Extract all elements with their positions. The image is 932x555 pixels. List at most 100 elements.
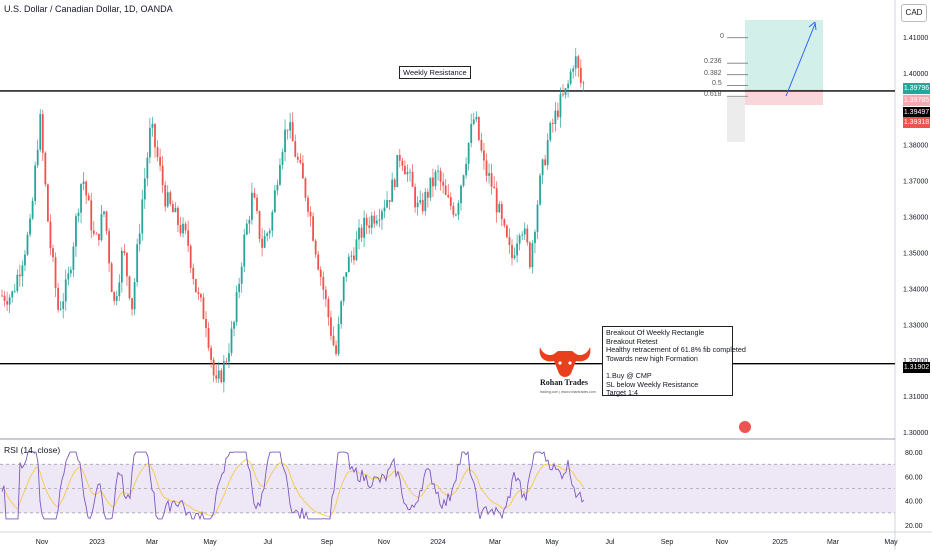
candle-body <box>557 110 559 118</box>
candle-body <box>164 185 167 207</box>
candle-body <box>67 273 70 280</box>
candle-body <box>363 217 365 238</box>
candle-body <box>365 217 368 226</box>
x-tick-label: Mar <box>146 539 159 546</box>
candle-body <box>569 71 572 84</box>
price-tag: 1.39785 <box>903 95 930 106</box>
y-tick-label: 1.37000 <box>903 179 928 186</box>
brand-tagline: trading.com | www.rohantrades.com <box>540 390 596 394</box>
candle-body <box>284 129 286 153</box>
candle-body <box>182 223 184 234</box>
candle-body <box>388 200 391 202</box>
note-line: SL below Weekly Resistance <box>606 379 699 389</box>
candle-body <box>393 179 396 188</box>
candle-body <box>414 186 416 208</box>
y-tick-label: 1.35000 <box>903 250 928 257</box>
candle-body <box>355 239 358 261</box>
candle-body <box>503 219 506 226</box>
x-tick-label: Jul <box>264 539 273 546</box>
candle-body <box>546 140 549 166</box>
price-tag: 1.39318 <box>903 117 930 128</box>
stop-zone <box>745 89 823 105</box>
candle-body <box>409 171 411 173</box>
candle-body <box>103 211 105 215</box>
candle-body <box>534 231 536 244</box>
y-tick-label: 1.31000 <box>903 394 928 401</box>
candle-body <box>171 203 174 213</box>
candle-body <box>57 287 59 310</box>
candle-body <box>273 190 276 213</box>
candle-body <box>105 211 108 232</box>
event-flag-icon <box>739 421 751 433</box>
candle-body <box>470 124 473 143</box>
candle-body <box>447 194 450 198</box>
candle-body <box>495 188 498 213</box>
candle-body <box>136 244 139 283</box>
y-tick-label: 1.36000 <box>903 215 928 222</box>
candle-body <box>375 220 378 224</box>
candle-body <box>238 283 241 293</box>
candle-body <box>296 156 299 160</box>
candle-body <box>143 178 146 200</box>
candle-body <box>80 184 82 213</box>
candle-body <box>82 181 85 185</box>
candle-body <box>518 235 521 244</box>
rsi-label: RSI (14, close) <box>4 445 61 455</box>
y-tick-label: 1.34000 <box>903 286 928 293</box>
candle-body <box>577 56 580 68</box>
x-tick-label: May <box>545 539 559 546</box>
currency-button[interactable]: CAD <box>901 4 927 22</box>
candle-body <box>194 279 197 293</box>
candle-body <box>222 361 225 383</box>
chart-title: U.S. Dollar / Canadian Dollar, 1D, OANDA <box>4 4 173 14</box>
candle-body <box>506 225 508 238</box>
candle-body <box>350 255 353 257</box>
candle-body <box>138 233 141 245</box>
candle-body <box>192 267 195 280</box>
candle-body <box>248 219 251 224</box>
candle-body <box>18 274 21 277</box>
candle-body <box>13 291 16 292</box>
weekly-resistance-label: Weekly Resistance <box>399 66 471 79</box>
candle-body <box>266 233 269 237</box>
candle-body <box>21 265 24 277</box>
projection-arrow <box>785 23 816 97</box>
rsi-tick-label: 20.00 <box>905 523 923 530</box>
candle-body <box>220 370 223 383</box>
candle-body <box>337 323 340 354</box>
trade-notes: Breakout Of Weekly Rectangle Breakout Re… <box>602 326 746 397</box>
candle-body <box>92 230 95 234</box>
candle-body <box>11 291 14 298</box>
candle-body <box>437 170 439 172</box>
projection-arrowhead <box>808 21 817 31</box>
candle-body <box>133 282 136 310</box>
x-tick-label: Nov <box>716 539 729 546</box>
fib-level-label: 0 <box>720 32 724 40</box>
candle-body <box>146 157 149 179</box>
candle-body <box>554 110 557 124</box>
candle-body <box>202 297 205 320</box>
rsi-ma-line <box>1 459 585 518</box>
candle-body <box>36 149 39 166</box>
candle-body <box>307 197 309 212</box>
note-line: Breakout Retest <box>606 336 658 346</box>
x-tick-label: Sep <box>661 539 674 546</box>
candle-body <box>95 233 98 235</box>
candle-body <box>472 119 475 125</box>
candle-body <box>31 201 34 219</box>
candle-body <box>511 245 513 259</box>
candle-body <box>279 164 281 185</box>
candle-body <box>64 279 67 302</box>
brand-name: Rohan Trades <box>540 378 588 387</box>
candle-body <box>562 94 564 96</box>
candle-body <box>3 295 6 302</box>
y-tick-label: 1.38000 <box>903 143 928 150</box>
candle-body <box>488 173 490 176</box>
x-tick-label: Jul <box>606 539 615 546</box>
fib-level-label: 0.618 <box>704 91 722 99</box>
candle-body <box>179 225 182 234</box>
candle-body <box>169 192 172 204</box>
candle-body <box>253 192 256 198</box>
